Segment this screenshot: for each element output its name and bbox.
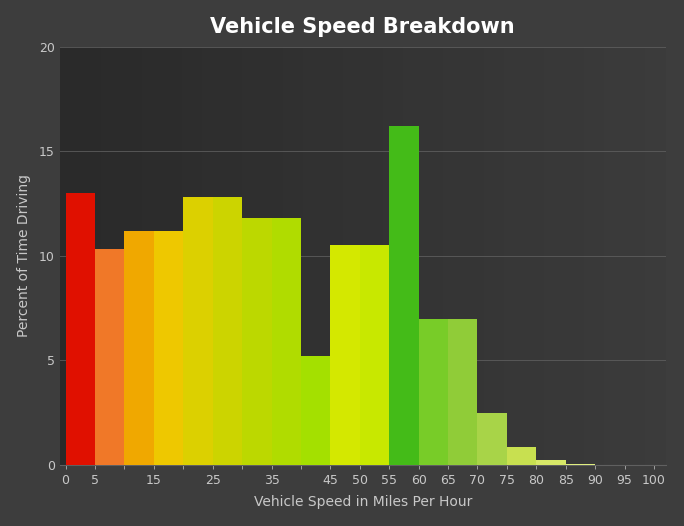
Bar	[419, 319, 448, 465]
Bar	[242, 218, 272, 465]
Bar	[95, 249, 124, 465]
Bar	[477, 413, 507, 465]
Bar	[330, 245, 360, 465]
Bar	[566, 464, 595, 465]
Bar	[124, 231, 154, 465]
Bar	[301, 356, 330, 465]
Bar	[154, 231, 183, 465]
Bar	[183, 197, 213, 465]
Bar	[536, 460, 566, 465]
Bar	[272, 218, 301, 465]
Title: Vehicle Speed Breakdown: Vehicle Speed Breakdown	[211, 17, 515, 37]
X-axis label: Vehicle Speed in Miles Per Hour: Vehicle Speed in Miles Per Hour	[254, 495, 472, 509]
Bar	[360, 245, 389, 465]
Bar	[507, 447, 536, 465]
Y-axis label: Percent of Time Driving: Percent of Time Driving	[16, 174, 31, 337]
Bar	[389, 126, 419, 465]
Bar	[66, 193, 95, 465]
Bar	[448, 319, 477, 465]
Bar	[213, 197, 242, 465]
